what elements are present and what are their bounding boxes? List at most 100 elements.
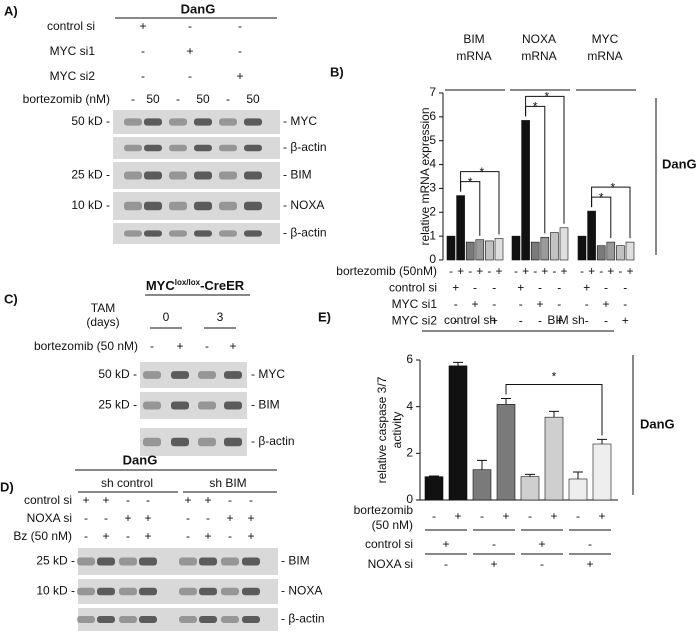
condition-mark: - (146, 493, 150, 507)
protein-label: - β-actin (281, 612, 325, 626)
condition-mark: - (228, 493, 232, 507)
category-label: mRNA (521, 49, 556, 63)
condition-mark: + (491, 314, 498, 328)
condition-mark: + (598, 509, 605, 523)
blot-band (198, 437, 216, 447)
blot-band (169, 144, 187, 152)
condition-mark: + (583, 281, 590, 295)
bar (540, 237, 550, 261)
condition-mark: - (104, 511, 108, 525)
error-bar (573, 471, 583, 479)
blot-band (169, 118, 187, 126)
condition-mark: - (538, 314, 542, 328)
condition-mark: - (519, 314, 523, 328)
condition-mark: + (452, 281, 459, 295)
blot-band (199, 587, 217, 596)
condition-mark: + (102, 529, 109, 543)
size-marker: 10 kD - (71, 198, 110, 212)
condition-mark: - (454, 297, 458, 311)
blot-band (139, 557, 157, 566)
category-label: mRNA (587, 49, 622, 63)
blot-band (144, 144, 162, 152)
condition-label: MYC si2 (50, 69, 96, 83)
condition-mark: - (126, 493, 130, 507)
blot-band (224, 371, 242, 379)
condition-mark: - (238, 44, 242, 58)
treatment-label: bortezomib (50 nM) (34, 339, 138, 353)
condition-mark: + (82, 493, 89, 507)
blot-band (219, 118, 237, 126)
bar (520, 476, 540, 501)
blot-band (144, 230, 162, 237)
blot-band (219, 230, 237, 237)
condition-mark: + (602, 297, 609, 311)
blot-band (169, 230, 187, 237)
blot-band (171, 437, 189, 447)
model-part: lox/lox (175, 278, 201, 287)
y-tick-label: 0 (406, 492, 413, 506)
protein-label: - β-actin (251, 434, 295, 448)
blot-band (144, 201, 162, 211)
model-part: MYC (146, 278, 176, 293)
condition-mark: - (585, 297, 589, 311)
bar (577, 235, 587, 261)
panel-label: E) (318, 309, 331, 324)
treatment-mark: - (205, 339, 209, 353)
y-tick-label: 7 (429, 85, 436, 99)
tam-label: TAM (91, 301, 115, 315)
cell-line: DanG (123, 452, 158, 467)
condition-mark: - (454, 314, 458, 328)
condition-mark: - (444, 557, 448, 571)
group-label: control sh (444, 313, 496, 327)
condition-label: NOXA si (368, 557, 413, 571)
treatment-mark: 50 (146, 92, 160, 106)
condition-label: MYC si1 (50, 44, 96, 58)
condition-mark: - (206, 511, 210, 525)
bar (587, 210, 596, 261)
condition-mark: + (247, 529, 254, 543)
error-bar (597, 438, 607, 444)
condition-mark: - (618, 264, 622, 278)
y-tick-label: 2 (406, 446, 413, 460)
blot-band (97, 587, 115, 596)
condition-mark: - (249, 493, 253, 507)
bar (424, 476, 444, 501)
bar (494, 238, 504, 261)
condition-mark: + (588, 264, 595, 278)
panel-label: D) (0, 479, 14, 494)
condition-mark: - (84, 529, 88, 543)
treatment-mark: - (131, 92, 135, 106)
blot-band (97, 557, 115, 566)
blot-band (221, 587, 239, 596)
condition-label: control si (24, 493, 72, 507)
condition-mark: + (626, 264, 633, 278)
blot-band (244, 171, 262, 180)
blot-band (194, 144, 212, 152)
condition-label: bortezomib (354, 503, 414, 517)
bar (606, 241, 616, 261)
bar (596, 245, 606, 261)
condition-mark: + (541, 264, 548, 278)
blot-band (244, 118, 262, 126)
category-label: mRNA (456, 49, 491, 63)
treatment-mark: - (176, 92, 180, 106)
significance-star: * (533, 100, 538, 114)
blot-band (119, 587, 137, 596)
condition-mark: + (517, 281, 524, 295)
significance-bracket (460, 171, 500, 235)
blot-band (171, 371, 189, 379)
condition-mark: + (560, 264, 567, 278)
group-label: BIM sh (547, 313, 584, 327)
condition-mark: - (557, 297, 561, 311)
category-label: NOXA (522, 32, 556, 46)
y-tick-label: 4 (429, 157, 436, 171)
condition-mark: - (186, 529, 190, 543)
blot-band (219, 171, 237, 180)
tam-day: 3 (217, 310, 224, 324)
blot-band (244, 201, 262, 211)
blot-band (194, 201, 212, 211)
blot-band (219, 144, 237, 152)
condition-mark: - (492, 537, 496, 551)
bar (568, 478, 588, 501)
category-label: MYC (592, 32, 619, 46)
